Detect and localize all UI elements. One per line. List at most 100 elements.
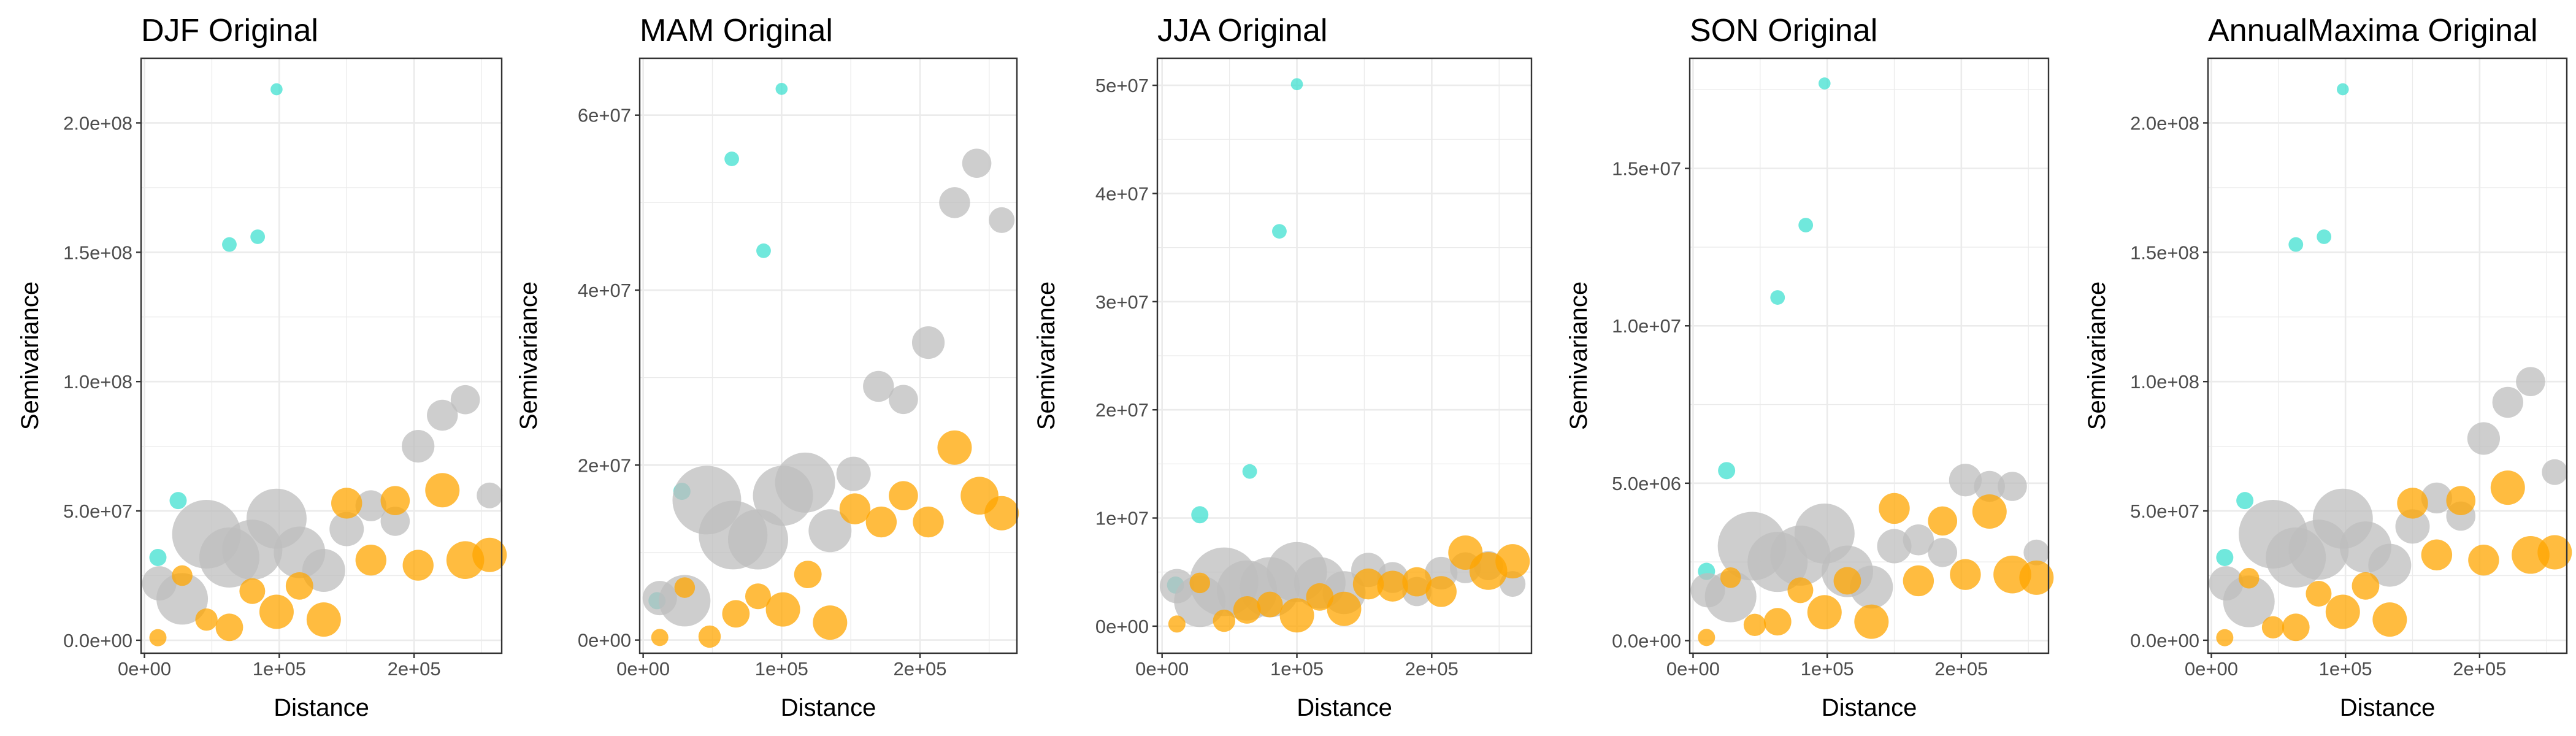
data-point [775, 452, 835, 513]
data-point [813, 605, 848, 640]
data-point [2372, 602, 2407, 637]
data-point [2397, 488, 2428, 519]
data-point [2537, 535, 2572, 570]
x-tick-label: 2e+05 [893, 658, 946, 680]
data-point [989, 207, 1015, 233]
data-point [1306, 583, 1334, 611]
data-point [2223, 575, 2275, 627]
data-point [2468, 544, 2499, 576]
x-axis-label: Distance [781, 694, 876, 721]
y-tick-label: 1.5e+07 [1612, 158, 1681, 180]
data-point [380, 486, 410, 515]
data-point [1798, 218, 1814, 232]
data-point [427, 399, 458, 431]
data-point [1698, 629, 1715, 646]
data-point [1743, 613, 1766, 637]
data-point [1500, 571, 1526, 597]
x-axis-label: Distance [274, 694, 369, 721]
data-point [2368, 543, 2412, 587]
series-2 [142, 385, 503, 625]
data-point [329, 512, 364, 546]
data-point [2492, 386, 2523, 418]
data-point [863, 370, 894, 402]
data-point [1850, 565, 1893, 609]
data-point [1974, 470, 2005, 502]
data-point [2336, 83, 2349, 96]
y-tick-label: 5.0e+07 [2130, 500, 2199, 522]
y-tick-label: 0e+00 [578, 630, 631, 651]
data-point [2216, 629, 2234, 646]
data-point [477, 482, 503, 508]
data-point [1213, 609, 1236, 632]
data-point [1807, 595, 1842, 630]
data-point [2261, 616, 2285, 639]
y-tick-label: 1.0e+08 [63, 371, 132, 393]
data-point [1425, 576, 1457, 607]
y-tick-label: 2.0e+08 [2130, 112, 2199, 134]
x-tick-label: 0e+00 [1666, 658, 1720, 680]
x-tick-label: 0e+00 [616, 658, 670, 680]
data-point [1877, 529, 1912, 564]
data-point [355, 544, 386, 576]
y-tick-label: 0e+00 [1095, 616, 1149, 637]
y-tick-label: 5e+07 [1095, 75, 1149, 96]
data-point [1833, 567, 1861, 595]
panel-title: MAM Original [640, 13, 833, 48]
data-point [865, 506, 897, 538]
data-point [2238, 567, 2260, 589]
data-point [939, 187, 970, 218]
x-axis-label: Distance [1297, 694, 1392, 721]
data-point [1718, 462, 1736, 480]
y-axis-label: Semivariance [515, 282, 542, 430]
series-2 [1690, 464, 2050, 623]
data-point [239, 578, 266, 604]
data-point [331, 488, 362, 519]
y-tick-label: 2e+07 [1095, 399, 1149, 421]
data-point [1787, 577, 1814, 604]
y-tick-label: 0.0e+00 [2130, 630, 2199, 651]
panel-border [638, 57, 1018, 654]
y-axis-label: Semivariance [17, 282, 44, 430]
data-point [472, 537, 507, 572]
data-point [156, 573, 209, 625]
data-point [839, 493, 871, 524]
data-point [1290, 78, 1303, 91]
data-point [794, 561, 822, 589]
data-point [195, 608, 218, 631]
y-tick-label: 1.0e+08 [2130, 371, 2199, 393]
panel-border [1689, 57, 2050, 654]
data-point [1950, 559, 1981, 590]
series-1 [2216, 83, 2349, 566]
data-point [724, 151, 739, 166]
panel-2: 0e+00 1e+05 2e+05 0e+00 2e+07 4e+07 6e+07 MAM O… [515, 13, 1019, 721]
data-point [1770, 290, 1785, 305]
data-point [1928, 537, 1958, 567]
series-3 [651, 430, 1019, 648]
data-point [1257, 591, 1283, 618]
y-tick-label: 3e+07 [1095, 291, 1149, 313]
x-axis-label: Distance [2340, 694, 2436, 721]
data-point [1189, 572, 1211, 594]
data-point [2490, 470, 2525, 505]
x-tick-label: 1e+05 [2319, 658, 2372, 680]
data-point [172, 565, 193, 586]
y-tick-label: 5.0e+07 [63, 500, 132, 522]
data-point [674, 577, 696, 598]
x-tick-label: 2e+05 [2453, 658, 2506, 680]
data-point [722, 600, 750, 628]
data-point [2325, 594, 2360, 629]
data-point [765, 592, 800, 627]
plot-background [640, 58, 1017, 653]
data-point [222, 237, 237, 252]
data-point [1720, 567, 1741, 588]
data-point [698, 625, 721, 648]
panel-border [1156, 57, 1533, 654]
series-2 [642, 148, 1015, 627]
data-point [1704, 570, 1757, 623]
data-point [808, 509, 852, 553]
data-point [889, 481, 918, 511]
data-point [270, 83, 283, 96]
data-point [1233, 596, 1261, 624]
data-point [836, 456, 871, 491]
data-point [1272, 224, 1287, 239]
